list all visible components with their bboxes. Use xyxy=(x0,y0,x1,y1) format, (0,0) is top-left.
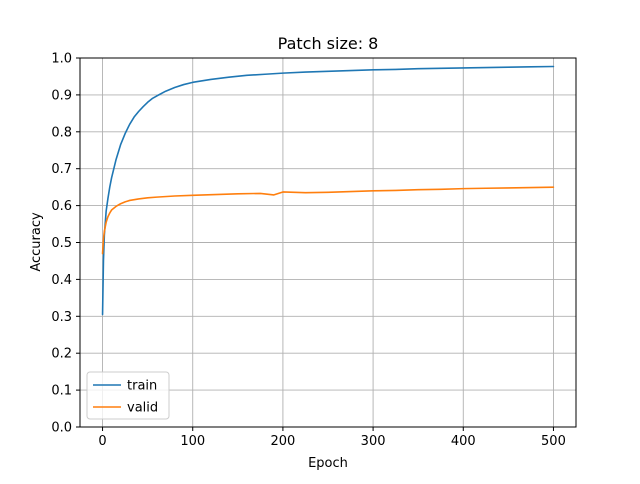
y-tick-label: 0.4 xyxy=(51,273,72,288)
x-axis-label: Epoch xyxy=(308,456,348,471)
y-tick-label: 1.0 xyxy=(51,52,72,67)
x-tick-label: 100 xyxy=(180,434,205,449)
x-tick-label: 200 xyxy=(270,434,295,449)
y-tick-label: 0.0 xyxy=(51,421,72,436)
series-line-train xyxy=(101,65,555,316)
x-tick-label: 500 xyxy=(541,434,566,449)
y-tick-label: 0.5 xyxy=(51,236,72,251)
y-tick-label: 0.3 xyxy=(51,310,72,325)
y-tick-label: 0.7 xyxy=(51,162,72,177)
axis-ticks: 0 100 200 300 400 500 0.0 0.1 0.2 0.3 0.4 0.5 0.6 0.7… xyxy=(51,52,566,450)
y-tick-label: 0.6 xyxy=(51,199,72,214)
legend: train valid xyxy=(86,371,170,420)
y-axis-label: Accuracy xyxy=(29,212,44,272)
legend-label-train: train xyxy=(127,379,157,394)
y-tick-label: 0.9 xyxy=(51,88,72,103)
y-tick-label: 0.2 xyxy=(51,347,72,362)
chart-title: Patch size: 8 xyxy=(278,34,379,53)
legend-label-valid: valid xyxy=(127,401,158,416)
y-tick-label: 0.1 xyxy=(51,384,72,399)
x-tick-label: 0 xyxy=(98,434,106,449)
series-line-valid xyxy=(101,186,555,255)
series-lines xyxy=(101,65,555,316)
x-tick-label: 300 xyxy=(361,434,386,449)
x-tick-label: 400 xyxy=(451,434,476,449)
y-tick-label: 0.8 xyxy=(51,125,72,140)
